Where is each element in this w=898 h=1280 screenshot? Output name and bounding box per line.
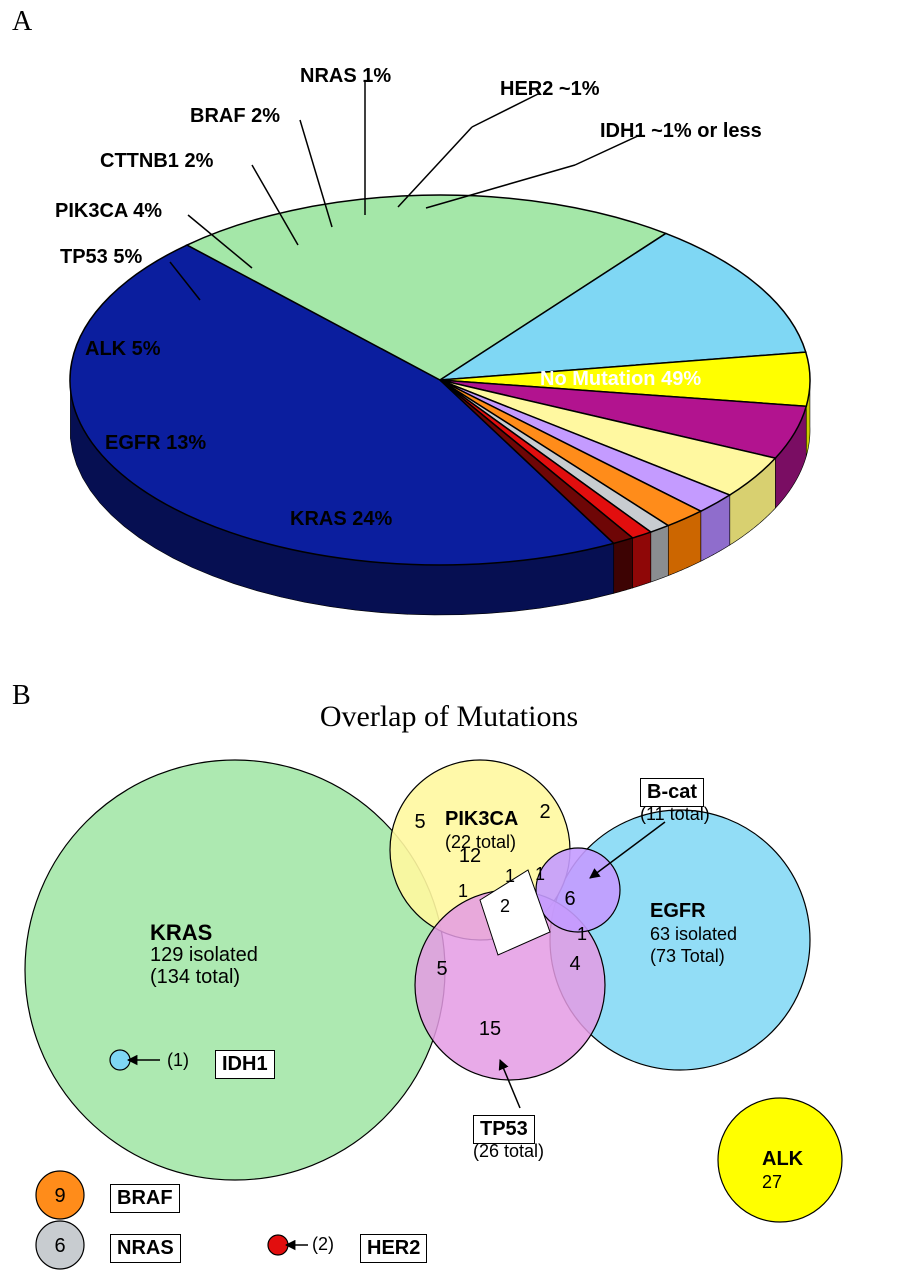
- venn-sub-kras: 129 isolated: [150, 944, 258, 967]
- venn-sub-tp53: (26 total): [473, 1141, 544, 1162]
- venn-count-idh1: (1): [167, 1050, 189, 1071]
- venn-label-braf: BRAF: [110, 1184, 180, 1213]
- venn-label-egfr: EGFR: [650, 900, 706, 923]
- venn-sub-egfr: (73 Total): [650, 946, 725, 967]
- venn-label-idh1: IDH1: [215, 1050, 275, 1079]
- venn-number: 2: [500, 896, 510, 916]
- venn-count-her2: (2): [312, 1234, 334, 1255]
- venn-sub-kras: (134 total): [150, 966, 240, 989]
- venn-number: 1: [505, 866, 515, 886]
- venn-number: 1: [577, 924, 587, 944]
- venn-label-kras: KRAS: [150, 920, 212, 946]
- venn-diagram: 5122111261451596: [0, 0, 898, 1280]
- venn-number: 1: [535, 864, 545, 884]
- venn-sub-egfr: 63 isolated: [650, 924, 737, 945]
- venn-number: 6: [564, 888, 575, 910]
- venn-label-tp53: TP53: [473, 1115, 535, 1144]
- svg-text:9: 9: [54, 1185, 65, 1207]
- venn-sub-bcat: (11 total): [640, 804, 710, 825]
- venn-sub-pik3ca: (22 total): [445, 832, 516, 853]
- venn-label-alk: ALK: [762, 1148, 803, 1171]
- venn-number: 5: [414, 811, 425, 833]
- venn-number: 1: [458, 881, 468, 901]
- svg-text:6: 6: [54, 1235, 65, 1257]
- venn-label-nras: NRAS: [110, 1234, 181, 1263]
- venn-number: 2: [539, 801, 550, 823]
- venn-sub-alk: 27: [762, 1172, 782, 1193]
- venn-number: 5: [436, 958, 447, 980]
- venn-label-her2: HER2: [360, 1234, 427, 1263]
- venn-number: 15: [479, 1018, 501, 1040]
- venn-number: 4: [569, 953, 580, 975]
- venn-label-bcat: B-cat: [640, 778, 704, 807]
- venn-label-pik3ca: PIK3CA: [445, 808, 518, 831]
